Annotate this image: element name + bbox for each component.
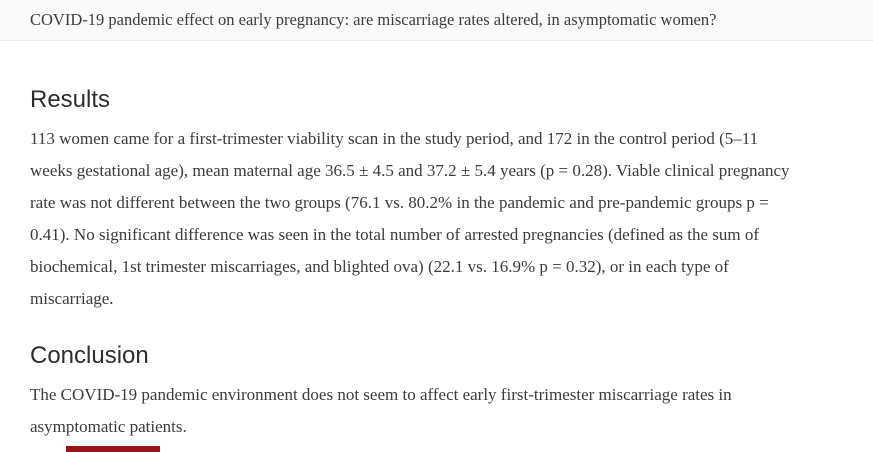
abstract-content: Results 113 women came for a first-trime… (0, 86, 873, 443)
conclusion-section: Conclusion The COVID-19 pandemic environ… (30, 342, 818, 443)
conclusion-body: The COVID-19 pandemic environment does n… (30, 384, 732, 436)
results-heading: Results (30, 86, 111, 113)
conclusion-heading: Conclusion (30, 341, 149, 369)
results-section: Results 113 women came for a first-trime… (30, 86, 818, 315)
results-body: 113 women came for a first-trimester via… (30, 128, 790, 308)
bottom-partial-element[interactable] (66, 446, 160, 452)
header-bar: COVID-19 pandemic effect on early pregna… (0, 0, 873, 41)
article-title: COVID-19 pandemic effect on early pregna… (30, 10, 717, 29)
